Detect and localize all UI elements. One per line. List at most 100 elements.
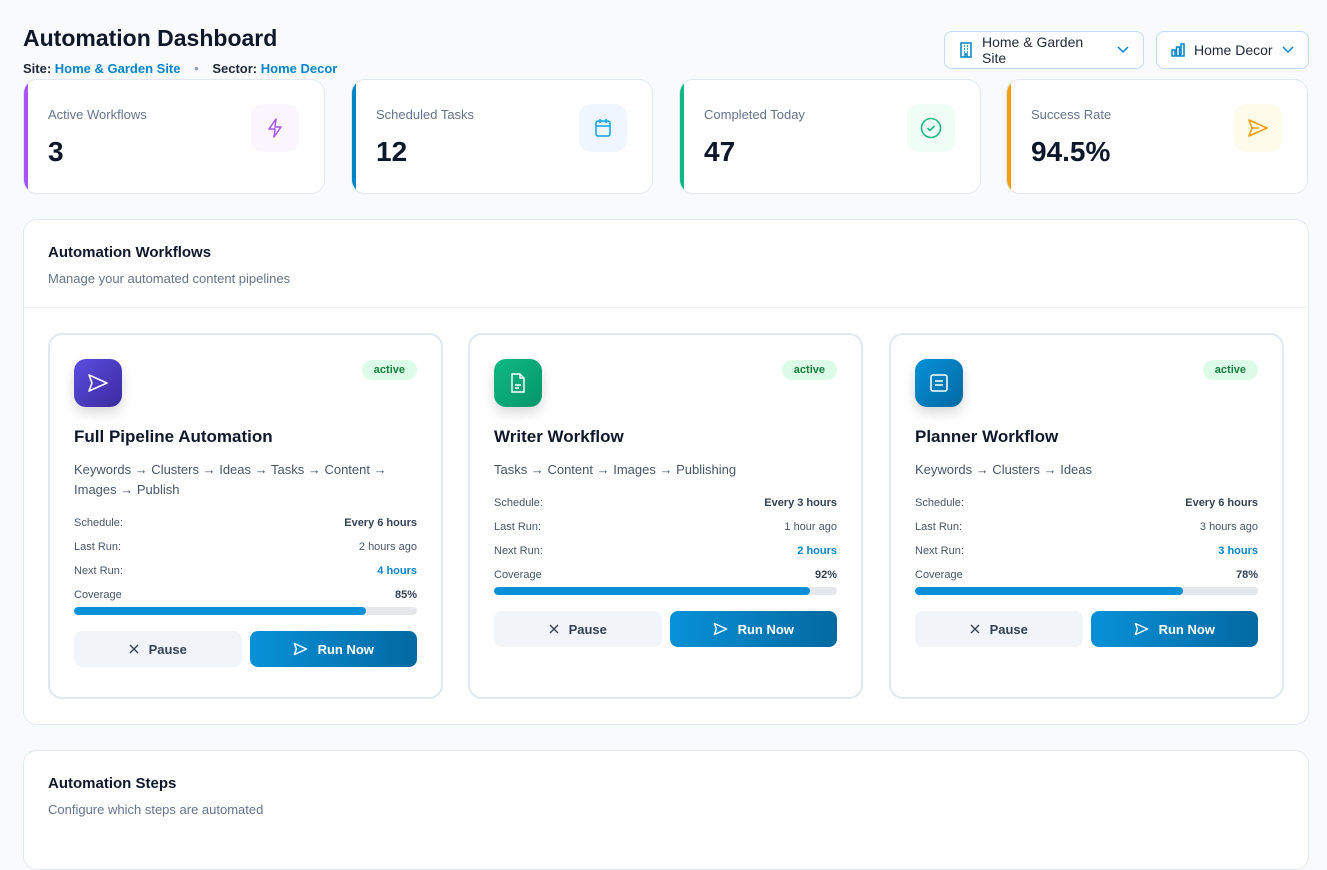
last-run-value: 2 hours ago	[358, 541, 417, 553]
pause-button[interactable]: Pause	[74, 631, 242, 667]
site-selector-label: Home & Garden Site	[982, 34, 1084, 66]
stat-value: 12	[376, 136, 408, 167]
last-run-label: Last Run:	[74, 541, 122, 553]
close-icon	[129, 644, 139, 654]
stat-value: 3	[48, 136, 64, 167]
coverage-label: Coverage	[494, 569, 542, 581]
page-title: Automation Dashboard	[23, 25, 278, 51]
coverage-value: 78%	[1235, 569, 1258, 581]
last-run-value: 3 hours ago	[1199, 521, 1258, 533]
chevron-down-icon	[1117, 46, 1129, 54]
pause-button[interactable]: Pause	[915, 611, 1083, 647]
next-run-value: 4 hours	[377, 565, 417, 577]
accent-bar	[680, 80, 684, 193]
accent-bar	[24, 80, 28, 193]
sector-selector-label: Home Decor	[1194, 42, 1273, 58]
stat-label: Scheduled Tasks	[376, 107, 475, 122]
send-icon	[293, 642, 307, 656]
panel-subtitle: Configure which steps are automated	[48, 802, 264, 817]
coverage-row: Coverage 78%	[915, 569, 1258, 581]
next-run-row: Next Run: 4 hours	[74, 559, 417, 583]
status-badge: active	[361, 360, 417, 380]
close-icon	[549, 624, 559, 634]
stat-card-scheduled-tasks: Scheduled Tasks 12	[351, 79, 653, 194]
panel-subtitle: Manage your automated content pipelines	[48, 271, 291, 286]
schedule-row: Schedule: Every 6 hours	[74, 511, 417, 535]
run-now-button[interactable]: Run Now	[1090, 611, 1258, 647]
coverage-value: 92%	[814, 569, 837, 581]
schedule-label: Schedule:	[494, 497, 543, 509]
next-run-label: Next Run:	[915, 545, 964, 557]
last-run-label: Last Run:	[494, 521, 542, 533]
stat-value: 94.5%	[1031, 136, 1111, 167]
sector-selector[interactable]: Home Decor	[1156, 31, 1309, 69]
last-run-row: Last Run: 2 hours ago	[74, 535, 417, 559]
run-now-label: Run Now	[1158, 621, 1215, 637]
accent-bar	[1007, 80, 1011, 193]
coverage-fill	[74, 607, 366, 615]
stat-label: Active Workflows	[48, 107, 147, 122]
send-icon	[713, 622, 727, 636]
sector-label: Sector:	[212, 61, 258, 76]
workflow-card: active Writer Workflow Tasks → Content →…	[468, 333, 863, 699]
next-run-value: 2 hours	[797, 545, 837, 557]
pause-label: Pause	[989, 621, 1028, 637]
document-icon	[494, 359, 542, 407]
stat-card-active-workflows: Active Workflows 3	[23, 79, 325, 194]
last-run-row: Last Run: 3 hours ago	[915, 515, 1258, 539]
coverage-fill	[494, 587, 810, 595]
sector-value: Home Decor	[260, 61, 338, 76]
stat-value: 47	[704, 136, 736, 167]
coverage-progress-bar	[74, 607, 417, 615]
site-sector-info: Site: Home & Garden Site • Sector: Home …	[23, 61, 337, 76]
coverage-label: Coverage	[74, 589, 122, 601]
lightning-icon	[251, 104, 299, 152]
pause-label: Pause	[148, 641, 187, 657]
next-run-value: 3 hours	[1218, 545, 1258, 557]
run-now-label: Run Now	[317, 641, 374, 657]
list-icon	[915, 359, 963, 407]
pause-button[interactable]: Pause	[494, 611, 662, 647]
bar-chart-icon	[1171, 43, 1185, 57]
schedule-label: Schedule:	[915, 497, 964, 509]
coverage-label: Coverage	[915, 569, 963, 581]
panel-title: Automation Workflows	[48, 244, 212, 261]
coverage-progress-bar	[915, 587, 1258, 595]
stat-label: Completed Today	[704, 107, 805, 122]
next-run-row: Next Run: 2 hours	[494, 539, 837, 563]
workflow-pipeline: Keywords → Clusters → Ideas	[915, 462, 1093, 477]
workflow-card: active Full Pipeline Automation Keywords…	[48, 333, 443, 699]
schedule-row: Schedule: Every 3 hours	[494, 491, 837, 515]
automation-steps-panel: Automation Steps Configure which steps a…	[23, 750, 1309, 870]
status-badge: active	[781, 360, 837, 380]
building-icon	[960, 42, 972, 58]
status-badge: active	[1202, 360, 1258, 380]
workflow-pipeline: Keywords → Clusters → Ideas → Tasks → Co…	[74, 462, 387, 497]
last-run-label: Last Run:	[915, 521, 963, 533]
send-icon	[74, 359, 122, 407]
next-run-label: Next Run:	[74, 565, 123, 577]
coverage-fill	[915, 587, 1183, 595]
workflow-details: Schedule: Every 6 hours Last Run: 2 hours …	[74, 511, 417, 667]
coverage-progress-bar	[494, 587, 837, 595]
accent-bar	[352, 80, 356, 193]
close-icon	[970, 624, 980, 634]
stat-card-completed-today: Completed Today 47	[679, 79, 981, 194]
schedule-label: Schedule:	[74, 517, 123, 529]
last-run-value: 1 hour ago	[784, 521, 837, 533]
site-value: Home & Garden Site	[54, 61, 181, 76]
workflow-card: active Planner Workflow Keywords → Clust…	[889, 333, 1284, 699]
pause-label: Pause	[568, 621, 607, 637]
workflow-pipeline: Tasks → Content → Images → Publishing	[494, 462, 737, 477]
workflow-name: Planner Workflow	[915, 427, 1059, 446]
calendar-icon	[579, 104, 627, 152]
site-selector[interactable]: Home & Garden Site	[944, 31, 1144, 69]
schedule-value: Every 6 hours	[344, 517, 417, 529]
run-now-button[interactable]: Run Now	[249, 631, 417, 667]
workflow-details: Schedule: Every 3 hours Last Run: 1 hour a…	[494, 491, 837, 647]
send-icon	[1134, 622, 1148, 636]
automation-workflows-panel: Automation Workflows Manage your automat…	[23, 219, 1309, 725]
send-icon	[1234, 104, 1282, 152]
run-now-button[interactable]: Run Now	[669, 611, 837, 647]
schedule-row: Schedule: Every 6 hours	[915, 491, 1258, 515]
